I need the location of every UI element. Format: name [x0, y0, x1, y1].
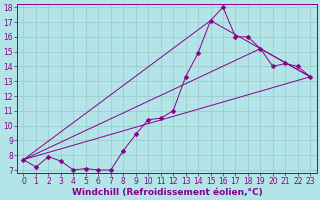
X-axis label: Windchill (Refroidissement éolien,°C): Windchill (Refroidissement éolien,°C)	[72, 188, 262, 197]
